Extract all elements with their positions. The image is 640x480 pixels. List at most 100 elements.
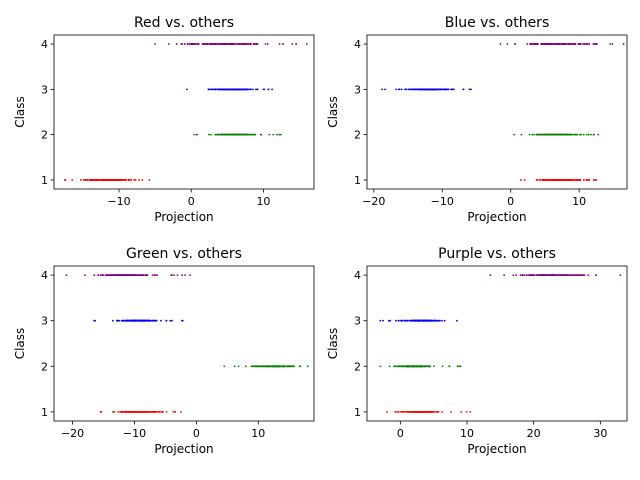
data-point [523,179,526,181]
data-point [181,319,183,322]
data-point [99,179,102,181]
y-tick-label: 4 [354,38,361,51]
data-point [586,133,588,136]
data-point [142,319,145,322]
data-point [97,179,100,181]
data-point [93,274,96,277]
data-point [420,88,422,91]
data-point [533,274,536,277]
data-point [503,274,506,277]
data-point [531,274,534,277]
data-point [585,179,588,181]
data-point [221,133,224,136]
data-point [155,410,158,413]
data-point [232,43,235,45]
data-point [209,133,212,136]
data-point [520,133,523,136]
data-point [84,274,86,277]
data-point [431,410,434,413]
data-point [120,319,123,322]
data-point [247,133,250,136]
data-point [254,133,257,136]
data-point [384,88,386,91]
x-axis-label: Projection [467,442,526,456]
data-point [395,88,397,91]
data-point [255,365,258,368]
y-tick-label: 3 [41,83,48,96]
data-point [85,179,88,181]
data-point [196,43,199,45]
data-point [551,179,554,181]
data-point [97,274,99,277]
data-point [227,133,229,136]
data-point [151,274,154,277]
axes-frame [366,34,628,190]
data-point [574,133,577,136]
data-point [449,410,452,413]
data-point [243,133,246,136]
data-point [409,88,411,91]
data-point [595,274,597,277]
data-point [548,43,551,45]
data-point [209,88,212,91]
data-point [232,133,235,136]
data-point [272,365,274,368]
data-point [217,133,220,136]
y-tick-label: 2 [41,360,48,373]
data-point [409,319,412,322]
data-point [135,274,137,277]
data-point [382,319,385,322]
data-point [123,179,126,181]
y-axis-label: Class [13,96,27,128]
data-point [281,365,284,368]
data-point [229,88,232,91]
data-point [569,133,572,136]
data-point [120,274,122,277]
data-point [576,133,579,136]
y-axis-label: Class [326,328,340,360]
data-point [88,179,91,181]
data-point [251,88,254,91]
y-tick-label: 2 [41,129,48,142]
data-point [594,179,597,181]
data-point [387,319,390,322]
data-point [432,88,435,91]
data-point [427,319,429,322]
data-point [237,365,240,368]
data-point [427,365,429,368]
data-point [298,365,301,368]
data-point [552,43,555,45]
data-point [65,274,68,277]
data-point [549,274,552,277]
data-point [565,43,568,45]
data-point [224,133,227,136]
data-point [268,365,270,368]
x-tick-label: 0 [188,195,195,208]
data-point [450,88,453,91]
subplot-1: −10 0 10 1 2 3 4 Red vs. others Projection Class [13,15,315,224]
data-point [142,410,145,413]
data-point [64,179,67,181]
data-point [609,43,612,45]
data-point [131,274,133,277]
data-point [525,274,528,277]
data-point [217,88,220,91]
data-point [526,43,529,45]
data-point [305,43,308,45]
data-point [197,43,200,45]
data-point [250,133,253,136]
data-point [278,43,281,45]
data-point [436,410,439,413]
data-point [593,43,596,45]
data-point [223,365,226,368]
data-point [128,274,131,277]
data-point [560,133,563,136]
data-point [407,410,409,413]
data-point [115,319,118,322]
data-point [276,133,278,136]
data-point [559,179,562,181]
x-tick-label: −20 [61,427,84,440]
data-point [553,274,556,277]
data-point [427,88,430,91]
data-point [121,274,124,277]
